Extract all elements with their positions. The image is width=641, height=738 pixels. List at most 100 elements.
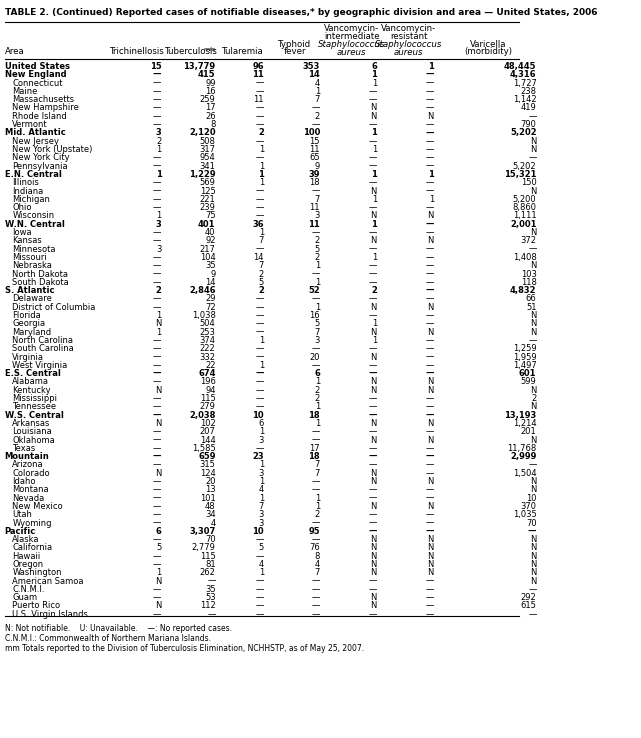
Text: N: N (370, 477, 377, 486)
Text: N: N (530, 568, 537, 577)
Text: N: N (428, 386, 434, 395)
Text: 150: 150 (520, 178, 537, 187)
Text: —: — (426, 145, 434, 154)
Text: —: — (153, 477, 162, 486)
Text: 1: 1 (372, 195, 377, 204)
Text: —: — (312, 103, 320, 112)
Text: 104: 104 (200, 253, 215, 262)
Text: 92: 92 (205, 236, 215, 245)
Text: 1,504: 1,504 (513, 469, 537, 477)
Text: 20: 20 (310, 353, 320, 362)
Text: 7: 7 (315, 568, 320, 577)
Text: —: — (369, 95, 377, 104)
Text: —: — (426, 128, 434, 137)
Text: New England: New England (4, 70, 67, 79)
Text: —: — (426, 336, 434, 345)
Text: 16: 16 (310, 311, 320, 320)
Text: —: — (369, 203, 377, 212)
Text: —: — (369, 461, 377, 469)
Text: N: N (428, 377, 434, 387)
Text: 9: 9 (210, 269, 215, 278)
Text: —: — (256, 137, 264, 145)
Text: —: — (426, 120, 434, 129)
Text: Vancomycin-: Vancomycin- (381, 24, 437, 33)
Text: 2,846: 2,846 (189, 286, 215, 295)
Text: 4: 4 (210, 519, 215, 528)
Text: 2: 2 (258, 286, 264, 295)
Text: 1: 1 (259, 494, 264, 503)
Text: —: — (426, 244, 434, 254)
Text: 115: 115 (200, 552, 215, 561)
Text: Missouri: Missouri (12, 253, 47, 262)
Text: —: — (369, 452, 377, 461)
Text: —: — (256, 353, 264, 362)
Text: 674: 674 (198, 369, 215, 378)
Text: 601: 601 (519, 369, 537, 378)
Text: —: — (256, 311, 264, 320)
Text: —: — (528, 585, 537, 594)
Text: 112: 112 (200, 601, 215, 610)
Text: —: — (256, 610, 264, 618)
Text: N: N (428, 502, 434, 511)
Text: —: — (153, 195, 162, 204)
Text: Virginia: Virginia (12, 353, 44, 362)
Text: Illinois: Illinois (12, 178, 39, 187)
Text: N: N (370, 435, 377, 444)
Text: 1: 1 (315, 87, 320, 96)
Text: Utah: Utah (12, 510, 32, 520)
Text: N: N (370, 111, 377, 121)
Text: TABLE 2. (Continued) Reported cases of notifiable diseases,* by geographic divis: TABLE 2. (Continued) Reported cases of n… (4, 8, 597, 17)
Text: N: N (428, 543, 434, 553)
Text: 13: 13 (205, 486, 215, 494)
Text: 124: 124 (200, 469, 215, 477)
Text: 11: 11 (252, 70, 264, 79)
Text: —: — (153, 203, 162, 212)
Text: N: N (370, 469, 377, 477)
Text: —: — (426, 269, 434, 278)
Text: —: — (426, 178, 434, 187)
Text: —: — (426, 294, 434, 303)
Text: —: — (153, 585, 162, 594)
Text: —: — (369, 519, 377, 528)
Text: —: — (312, 585, 320, 594)
Text: 1: 1 (259, 461, 264, 469)
Text: 2,001: 2,001 (510, 220, 537, 229)
Text: N: N (530, 145, 537, 154)
Text: Maine: Maine (12, 87, 38, 96)
Text: Mid. Atlantic: Mid. Atlantic (4, 128, 65, 137)
Text: 1,035: 1,035 (513, 510, 537, 520)
Text: —: — (256, 601, 264, 610)
Text: —: — (256, 195, 264, 204)
Text: 11,768: 11,768 (507, 444, 537, 453)
Text: N: N (155, 386, 162, 395)
Text: 40: 40 (205, 228, 215, 237)
Text: 14: 14 (308, 70, 320, 79)
Text: —: — (426, 410, 434, 420)
Text: —: — (153, 369, 162, 378)
Text: Staphylococcus: Staphylococcus (375, 40, 442, 49)
Text: —: — (153, 154, 162, 162)
Text: —: — (369, 154, 377, 162)
Text: Texas: Texas (12, 444, 36, 453)
Text: 17: 17 (310, 444, 320, 453)
Text: Florida: Florida (12, 311, 41, 320)
Text: (morbidity): (morbidity) (465, 47, 513, 56)
Text: 144: 144 (200, 435, 215, 444)
Text: 8: 8 (210, 120, 215, 129)
Text: 1,259: 1,259 (513, 344, 537, 354)
Text: —: — (369, 244, 377, 254)
Text: 26: 26 (205, 111, 215, 121)
Text: E.S. Central: E.S. Central (4, 369, 61, 378)
Text: —: — (153, 461, 162, 469)
Text: —: — (153, 535, 162, 544)
Text: Pacific: Pacific (4, 527, 36, 536)
Text: 1: 1 (259, 228, 264, 237)
Text: —: — (426, 79, 434, 88)
Text: New Hampshire: New Hampshire (12, 103, 79, 112)
Text: —: — (528, 154, 537, 162)
Text: —: — (153, 79, 162, 88)
Text: N: N (370, 103, 377, 112)
Text: 262: 262 (199, 568, 215, 577)
Text: Wisconsin: Wisconsin (12, 211, 54, 221)
Text: N: N (370, 377, 377, 387)
